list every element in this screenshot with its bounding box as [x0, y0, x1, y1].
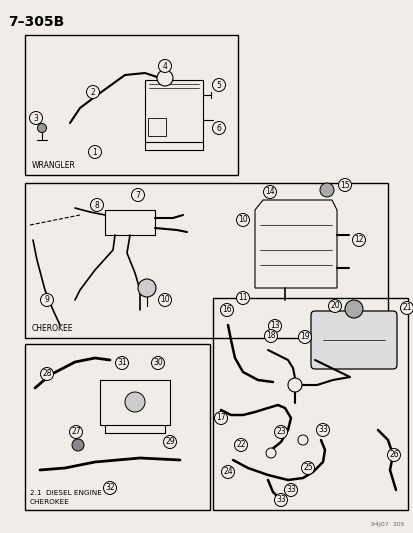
Circle shape [72, 439, 84, 451]
Circle shape [236, 214, 249, 227]
Text: 11: 11 [237, 294, 247, 303]
Bar [105, 210, 154, 235]
Circle shape [38, 124, 46, 133]
Text: 33: 33 [285, 486, 295, 495]
Circle shape [274, 425, 287, 439]
Circle shape [90, 198, 103, 212]
Circle shape [86, 85, 99, 99]
Circle shape [131, 189, 144, 201]
Circle shape [344, 300, 362, 318]
Text: 27: 27 [71, 427, 81, 437]
Circle shape [287, 378, 301, 392]
Circle shape [338, 179, 351, 191]
Text: 10: 10 [237, 215, 247, 224]
FancyBboxPatch shape [310, 311, 396, 369]
Circle shape [40, 294, 53, 306]
Text: 6: 6 [216, 124, 221, 133]
Text: 10: 10 [160, 295, 169, 304]
Text: 21: 21 [401, 303, 411, 312]
Text: 16: 16 [222, 305, 231, 314]
Polygon shape [254, 200, 336, 288]
Text: 26: 26 [388, 450, 398, 459]
Circle shape [351, 233, 365, 246]
Text: 28: 28 [42, 369, 52, 378]
Text: 5: 5 [216, 80, 221, 90]
Bar [212, 298, 407, 510]
Text: 23: 23 [275, 427, 285, 437]
Circle shape [328, 300, 341, 312]
Bar [25, 183, 387, 338]
Bar [25, 344, 209, 510]
Text: 17: 17 [216, 414, 225, 423]
Circle shape [115, 357, 128, 369]
Circle shape [88, 146, 101, 158]
Text: 2: 2 [90, 87, 95, 96]
Text: 15: 15 [339, 181, 349, 190]
Circle shape [263, 185, 276, 198]
Text: WRANGLER: WRANGLER [32, 161, 76, 170]
Circle shape [103, 481, 116, 495]
Text: 19: 19 [299, 333, 309, 342]
Text: 9: 9 [45, 295, 49, 304]
Text: 13: 13 [270, 321, 279, 330]
Circle shape [236, 292, 249, 304]
Text: 2.1  DIESEL ENGINE: 2.1 DIESEL ENGINE [30, 490, 102, 496]
Circle shape [301, 462, 314, 474]
Circle shape [387, 448, 399, 462]
Circle shape [29, 111, 43, 125]
Text: 31: 31 [117, 359, 126, 367]
Text: 20: 20 [330, 302, 339, 311]
Circle shape [266, 448, 275, 458]
Circle shape [158, 294, 171, 306]
Text: 3: 3 [33, 114, 38, 123]
Text: 94J07  305: 94J07 305 [370, 522, 404, 527]
Circle shape [214, 411, 227, 424]
Text: 30: 30 [153, 359, 162, 367]
Text: 33: 33 [275, 496, 285, 505]
Circle shape [264, 329, 277, 343]
Text: 22: 22 [236, 440, 245, 449]
Circle shape [138, 279, 156, 297]
Circle shape [316, 424, 329, 437]
Circle shape [212, 122, 225, 134]
Circle shape [220, 303, 233, 317]
Text: CHEROKEE: CHEROKEE [30, 499, 69, 505]
Text: 8: 8 [95, 200, 99, 209]
Circle shape [125, 392, 145, 412]
Text: 24: 24 [223, 467, 232, 477]
Bar [100, 380, 170, 425]
Text: CHEROKEE: CHEROKEE [32, 324, 74, 333]
Circle shape [274, 494, 287, 506]
Circle shape [40, 367, 53, 381]
Text: 33: 33 [317, 425, 327, 434]
Text: 7: 7 [135, 190, 140, 199]
Text: 7–305B: 7–305B [8, 15, 64, 29]
Circle shape [284, 483, 297, 497]
Text: 14: 14 [265, 188, 274, 197]
Circle shape [151, 357, 164, 369]
Text: 4: 4 [162, 61, 167, 70]
Circle shape [399, 302, 413, 314]
Bar [145, 80, 202, 142]
Circle shape [234, 439, 247, 451]
Text: 25: 25 [302, 464, 312, 472]
Circle shape [298, 330, 311, 343]
Circle shape [221, 465, 234, 479]
Circle shape [212, 78, 225, 92]
Circle shape [157, 70, 173, 86]
Text: 29: 29 [165, 438, 174, 447]
Text: 32: 32 [105, 483, 114, 492]
Bar [147, 118, 166, 136]
Circle shape [297, 435, 307, 445]
Circle shape [319, 183, 333, 197]
Circle shape [163, 435, 176, 448]
Circle shape [69, 425, 82, 439]
Text: 12: 12 [354, 236, 363, 245]
Text: 18: 18 [266, 332, 275, 341]
Text: 1: 1 [93, 148, 97, 157]
Circle shape [268, 319, 281, 333]
Circle shape [158, 60, 171, 72]
Bar [25, 35, 237, 175]
